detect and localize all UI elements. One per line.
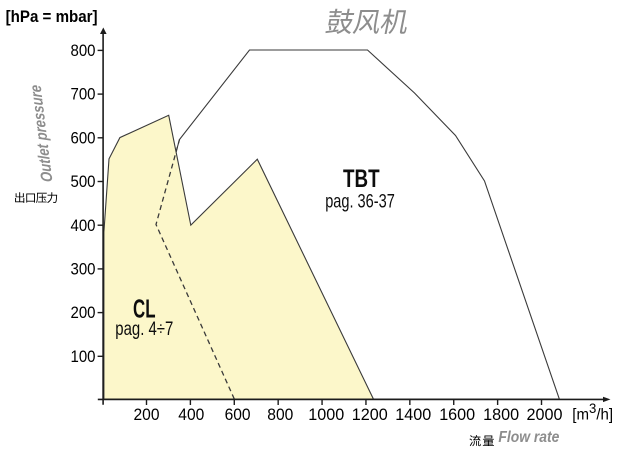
svg-text:400: 400 [178, 406, 204, 424]
svg-text:1600: 1600 [439, 406, 475, 424]
svg-text:800: 800 [71, 42, 96, 60]
svg-text:600: 600 [71, 129, 96, 147]
svg-text:200: 200 [71, 304, 96, 322]
svg-text:600: 600 [225, 406, 251, 424]
svg-text:1400: 1400 [395, 406, 431, 424]
svg-text:200: 200 [134, 406, 160, 424]
svg-text:700: 700 [71, 86, 96, 104]
svg-text:500: 500 [71, 173, 96, 191]
svg-text:CL: CL [133, 293, 156, 323]
svg-text:[m3/h]: [m3/h] [572, 401, 613, 424]
svg-text:100: 100 [71, 348, 96, 366]
svg-text:400: 400 [71, 217, 96, 235]
svg-text:pag. 4÷7: pag. 4÷7 [115, 318, 173, 340]
svg-text:TBT: TBT [343, 165, 380, 193]
svg-text:Flow rate: Flow rate [498, 429, 559, 446]
svg-text:pag. 36-37: pag. 36-37 [325, 190, 395, 212]
svg-text:1000: 1000 [308, 406, 344, 424]
svg-text:1800: 1800 [483, 406, 519, 424]
svg-text:800: 800 [267, 406, 293, 424]
svg-text:2000: 2000 [527, 406, 563, 424]
svg-text:300: 300 [71, 261, 96, 279]
svg-text:[hPa = mbar]: [hPa = mbar] [6, 7, 98, 26]
svg-text:1200: 1200 [352, 406, 388, 424]
